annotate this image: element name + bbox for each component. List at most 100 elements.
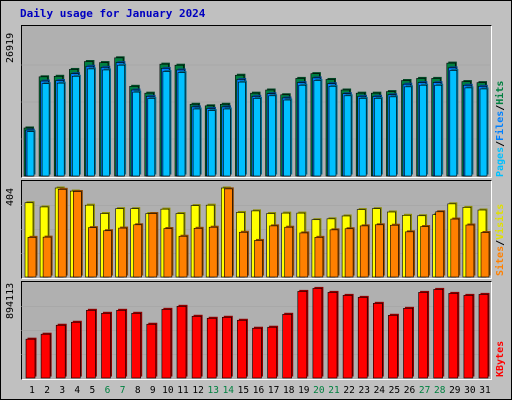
bar-kbytes-day-25	[388, 314, 398, 379]
bar-sites-day-27	[420, 226, 429, 278]
bar-pages-day-29	[449, 70, 458, 177]
bar-pages-day-1	[26, 131, 35, 177]
bar-kbytes-day-31	[478, 294, 489, 379]
chart-title: Daily usage for January 2024	[20, 7, 206, 20]
bar-sites-day-15	[239, 231, 248, 278]
bar-sites-day-7	[118, 227, 127, 278]
bar-pages-day-25	[389, 96, 397, 177]
day-label-1: 1	[29, 385, 35, 396]
bar-kbytes-day-5	[86, 310, 96, 379]
bar-kbytes-day-29	[448, 293, 459, 379]
bar-pages-day-31	[479, 88, 488, 177]
bar-sites-day-24	[374, 224, 384, 278]
day-label-6: 6	[105, 385, 111, 396]
bar-pages-day-18	[283, 99, 292, 177]
bar-kbytes-day-7	[116, 310, 126, 379]
bar-kbytes-day-22	[342, 295, 353, 379]
bar-kbytes-day-17	[267, 326, 277, 379]
day-label-2: 2	[44, 385, 50, 396]
bar-sites-day-20	[314, 237, 324, 278]
bar-pages-day-6	[102, 69, 110, 177]
bar-pages-day-24	[373, 98, 382, 177]
bar-kbytes-day-20	[312, 288, 323, 379]
bar-sites-day-14	[224, 188, 233, 278]
bar-pages-day-21	[328, 86, 337, 177]
bar-sites-day-22	[344, 228, 354, 278]
bar-sites-day-29	[450, 218, 460, 278]
bar-kbytes-day-10	[161, 309, 172, 379]
day-label-27: 27	[419, 385, 430, 396]
bar-kbytes-day-19	[297, 291, 308, 379]
bar-sites-day-19	[299, 232, 309, 278]
bar-kbytes-day-27	[418, 292, 428, 379]
day-label-12: 12	[192, 385, 203, 396]
bar-pages-day-16	[253, 98, 261, 177]
day-label-28: 28	[434, 385, 446, 396]
bar-kbytes-day-8	[131, 312, 141, 379]
day-label-8: 8	[135, 385, 141, 396]
day-label-11: 11	[177, 385, 189, 396]
bar-pages-day-10	[162, 71, 171, 177]
bar-pages-day-30	[464, 87, 473, 177]
bar-pages-day-2	[41, 83, 50, 177]
bar-kbytes-day-24	[372, 303, 383, 379]
bar-sites-day-4	[73, 191, 82, 278]
bar-sites-day-5	[88, 227, 97, 278]
bar-sites-day-6	[103, 230, 112, 278]
bar-kbytes-day-12	[191, 315, 202, 379]
bar-pages-day-19	[298, 84, 307, 177]
bar-pages-day-26	[404, 86, 412, 177]
bar-pages-day-8	[132, 91, 140, 177]
bar-sites-day-28	[435, 211, 445, 278]
day-label-7: 7	[120, 385, 126, 396]
bar-sites-day-21	[329, 229, 339, 278]
bar-pages-day-4	[72, 76, 80, 177]
day-label-19: 19	[298, 385, 310, 396]
bar-pages-day-5	[87, 68, 95, 177]
bar-sites-day-10	[163, 228, 173, 278]
day-label-26: 26	[404, 385, 416, 396]
bar-pages-day-11	[177, 72, 186, 177]
day-label-10: 10	[162, 385, 174, 396]
bar-kbytes-day-2	[40, 333, 51, 379]
day-label-30: 30	[464, 385, 476, 396]
bar-kbytes-day-23	[357, 297, 368, 379]
bar-pages-day-28	[434, 84, 443, 177]
bar-sites-day-8	[133, 224, 142, 278]
bar-sites-day-17	[269, 225, 278, 278]
bar-pages-day-12	[192, 108, 201, 177]
bar-sites-day-11	[178, 235, 188, 278]
bar-pages-day-7	[117, 64, 125, 177]
bar-pages-day-17	[268, 95, 276, 177]
bar-sites-day-18	[284, 226, 294, 278]
day-label-22: 22	[343, 385, 354, 396]
bar-kbytes-day-6	[101, 312, 111, 379]
bar-kbytes-day-15	[237, 319, 247, 379]
bar-kbytes-day-30	[463, 295, 474, 379]
day-label-5: 5	[90, 385, 96, 396]
bar-sites-day-23	[359, 225, 369, 278]
day-label-16: 16	[253, 385, 265, 396]
day-label-15: 15	[238, 385, 249, 396]
bar-kbytes-day-11	[176, 306, 187, 379]
bar-pages-day-27	[419, 84, 427, 177]
bar-sites-day-26	[405, 231, 414, 278]
bar-sites-day-12	[193, 228, 203, 278]
bar-kbytes-day-3	[55, 324, 66, 379]
day-label-13: 13	[207, 385, 218, 396]
bar-kbytes-day-13	[206, 317, 217, 379]
bar-kbytes-day-18	[282, 313, 293, 379]
bar-kbytes-day-9	[146, 323, 157, 379]
bar-pages-day-20	[313, 80, 322, 177]
bar-pages-day-3	[56, 82, 65, 177]
bar-sites-day-25	[390, 224, 399, 278]
bar-kbytes-day-21	[327, 292, 338, 379]
bar-sites-day-31	[480, 232, 490, 278]
bar-sites-day-16	[254, 240, 263, 278]
bar-kbytes-day-16	[252, 327, 262, 379]
day-label-29: 29	[449, 385, 461, 396]
bar-kbytes-day-26	[403, 308, 413, 379]
bar-pages-day-22	[343, 95, 352, 177]
day-label-23: 23	[358, 385, 369, 396]
